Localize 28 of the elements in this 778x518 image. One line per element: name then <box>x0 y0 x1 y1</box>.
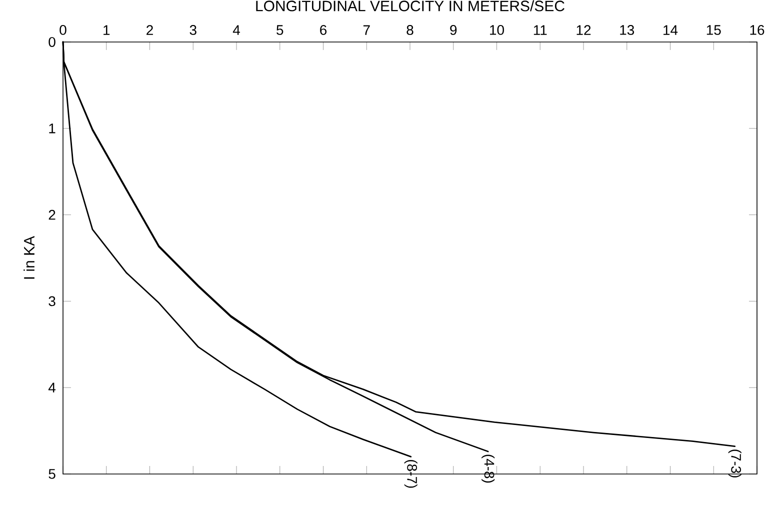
y-axis-title: I in KA <box>24 236 34 279</box>
x-tick-label: 3 <box>190 25 196 35</box>
x-tick-label: 0 <box>60 25 66 35</box>
x-tick-label: 7 <box>363 25 370 35</box>
x-tick-label: 10 <box>490 25 504 35</box>
x-tick-label: 1 <box>104 25 110 35</box>
y-tick-label: 5 <box>48 469 56 479</box>
x-tick-label: 11 <box>534 25 547 35</box>
x-tick-label: 13 <box>620 25 634 35</box>
text: (4-8) <box>482 454 495 483</box>
y-tick-label: 3 <box>48 296 56 306</box>
y-tick-label: 1 <box>49 124 56 134</box>
x-tick-label: 12 <box>576 25 591 35</box>
x-tick-label: 16 <box>750 25 764 35</box>
text: (7-3) <box>728 450 742 478</box>
x-tick-label: 14 <box>664 25 678 35</box>
x-tick-label: 8 <box>406 25 414 35</box>
y-tick-label: 4 <box>48 382 56 392</box>
x-tick-label: 4 <box>232 25 240 35</box>
text: (8-7) <box>404 460 418 488</box>
x-tick-label: 9 <box>450 25 457 35</box>
y-tick-label: 0 <box>48 37 56 47</box>
x-axis-title: LONGITUDINAL VELOCITY IN METERS/SEC <box>256 0 564 12</box>
x-tick-label: 5 <box>276 25 284 35</box>
x-tick-label: 6 <box>320 25 327 35</box>
x-tick-label: 15 <box>706 25 721 35</box>
x-tick-label: 2 <box>146 25 153 35</box>
y-tick-label: 2 <box>48 210 56 220</box>
